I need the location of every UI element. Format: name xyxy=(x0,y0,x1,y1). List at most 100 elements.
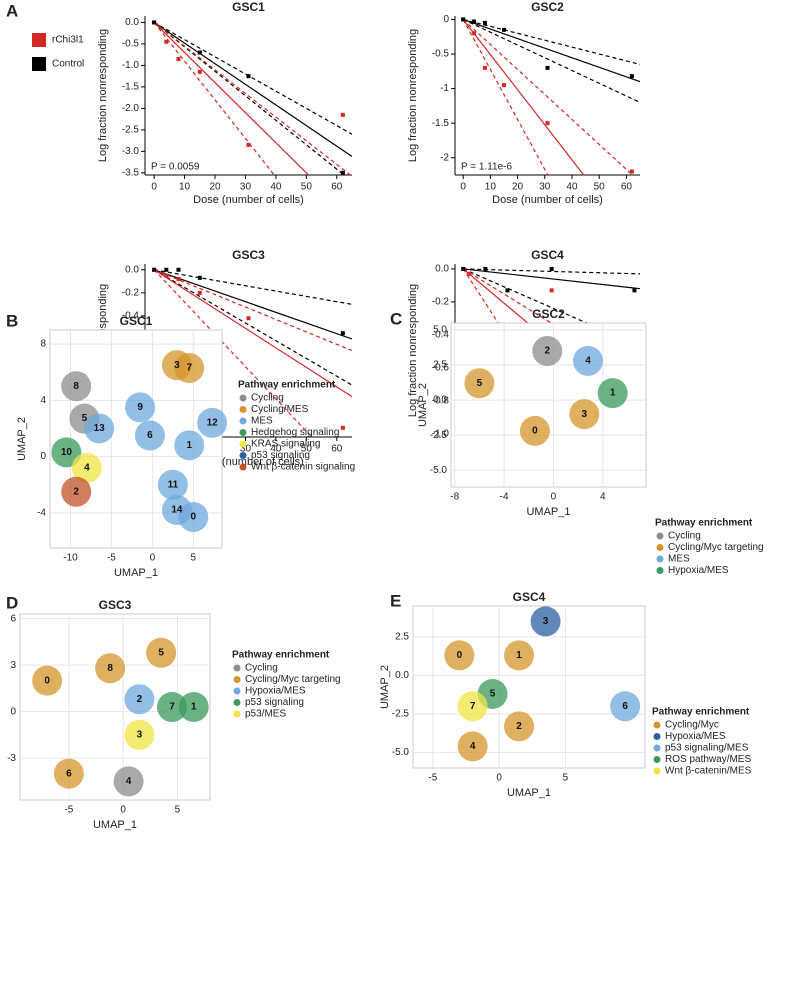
fit-line xyxy=(462,19,585,175)
x-tick-label: 0 xyxy=(460,182,466,193)
data-point xyxy=(164,39,169,44)
fit-line xyxy=(153,22,310,175)
data-point xyxy=(176,267,181,272)
data-point xyxy=(340,331,345,336)
cluster xyxy=(53,758,84,789)
cluster-label: 5 xyxy=(158,647,164,658)
y-tick-label: -0.2 xyxy=(122,287,140,298)
fit-line xyxy=(153,22,275,175)
cluster xyxy=(125,392,156,423)
fit-line xyxy=(462,18,640,83)
y-tick-label: 3 xyxy=(10,660,16,671)
cluster-label: 14 xyxy=(171,505,183,516)
cluster-label: 6 xyxy=(147,430,153,441)
data-point xyxy=(340,425,345,430)
fit-line xyxy=(153,269,352,340)
y-tick-label: -2 xyxy=(440,152,449,163)
cluster-label: 13 xyxy=(94,423,106,434)
x-tick-label: 10 xyxy=(179,182,191,193)
cluster-label: 6 xyxy=(622,701,628,712)
y-tick-label: 0.0 xyxy=(125,17,139,28)
cluster-label: 2 xyxy=(137,694,143,705)
y-tick-label: 5.0 xyxy=(433,325,447,336)
plot-area xyxy=(153,21,352,175)
legend-title: Pathway enrichment xyxy=(232,650,330,661)
y-tick-label: -0.5 xyxy=(122,39,140,50)
data-point xyxy=(505,288,510,293)
y-tick-label: -4 xyxy=(37,507,46,518)
legend-label: Hypoxia/MES xyxy=(665,731,726,742)
legend-label: KRAS signaling xyxy=(251,439,320,450)
cluster xyxy=(134,420,165,451)
legend-swatch xyxy=(656,532,664,540)
fit-line xyxy=(153,269,352,386)
fit-line xyxy=(154,269,352,305)
chart-title: GSC1 xyxy=(120,314,153,328)
legend-swatch xyxy=(653,767,661,775)
cluster-label: 0 xyxy=(44,675,50,686)
cluster-label: 4 xyxy=(126,776,132,787)
data-point xyxy=(501,83,506,88)
legend-label: Wnt β-catenin/MES xyxy=(665,766,752,777)
panel-letter: A xyxy=(6,1,18,20)
x-axis-label: UMAP_1 xyxy=(526,506,570,518)
data-point xyxy=(545,121,550,126)
legend-label: Cycling/Myc targeting xyxy=(245,674,341,685)
chart-title: GSC1 xyxy=(232,0,265,14)
cluster xyxy=(124,719,155,750)
data-point xyxy=(466,271,471,276)
x-tick-label: 30 xyxy=(240,444,252,455)
data-point xyxy=(482,20,487,25)
cluster-label: 7 xyxy=(169,702,175,713)
annotation: P = 0.0059 xyxy=(151,162,200,173)
x-tick-label: 60 xyxy=(331,182,343,193)
data-point xyxy=(197,69,202,74)
y-tick-label: 0 xyxy=(443,14,449,25)
cluster-label: 1 xyxy=(186,440,192,451)
y-axis-label: Log fraction nonresponding xyxy=(407,284,419,417)
y-tick-label: 0.0 xyxy=(433,395,447,406)
legend-swatch xyxy=(239,452,247,459)
cluster-label: 3 xyxy=(174,360,180,371)
data-point xyxy=(629,74,634,79)
y-tick-label: 8 xyxy=(40,339,46,350)
data-point xyxy=(164,273,169,278)
cluster xyxy=(157,692,187,722)
legend-swatch xyxy=(653,756,661,763)
data-point xyxy=(176,56,181,61)
legend-label: Wnt β-catenin signaling xyxy=(251,462,355,473)
data-point xyxy=(629,169,634,174)
data-point xyxy=(545,65,550,70)
x-tick-label: 30 xyxy=(240,182,252,193)
y-tick-label: 0 xyxy=(10,706,16,717)
legend-label: Cycling/MES xyxy=(251,404,309,415)
panel-letter: D xyxy=(6,593,18,612)
y-tick-label: 4 xyxy=(40,395,46,406)
x-axis-label: Dose (number of cells) xyxy=(492,194,603,206)
legend-swatch xyxy=(233,710,241,718)
cluster xyxy=(464,368,495,399)
fit-line xyxy=(463,268,640,290)
legend-label: p53 signaling xyxy=(245,697,304,708)
legend-swatch xyxy=(656,544,664,551)
data-point xyxy=(472,19,477,24)
x-tick-label: 0 xyxy=(150,553,156,564)
panel-letter: C xyxy=(390,309,402,328)
cluster-label: 0 xyxy=(532,426,538,437)
fit-line xyxy=(463,18,640,65)
cluster xyxy=(444,640,475,671)
y-tick-label: 0.0 xyxy=(125,264,139,275)
cluster-label: 2 xyxy=(73,486,79,497)
legend-swatch xyxy=(233,699,241,706)
y-tick-label: -2.0 xyxy=(122,103,140,114)
cluster-label: 4 xyxy=(470,741,476,752)
legend-title: Pathway enrichment xyxy=(655,518,753,529)
data-point xyxy=(501,27,506,32)
data-point xyxy=(472,31,477,36)
x-tick-label: 40 xyxy=(566,182,578,193)
data-point xyxy=(152,267,157,272)
x-tick-label: 0 xyxy=(151,182,157,193)
cluster xyxy=(597,378,628,409)
fit-line xyxy=(462,19,634,175)
